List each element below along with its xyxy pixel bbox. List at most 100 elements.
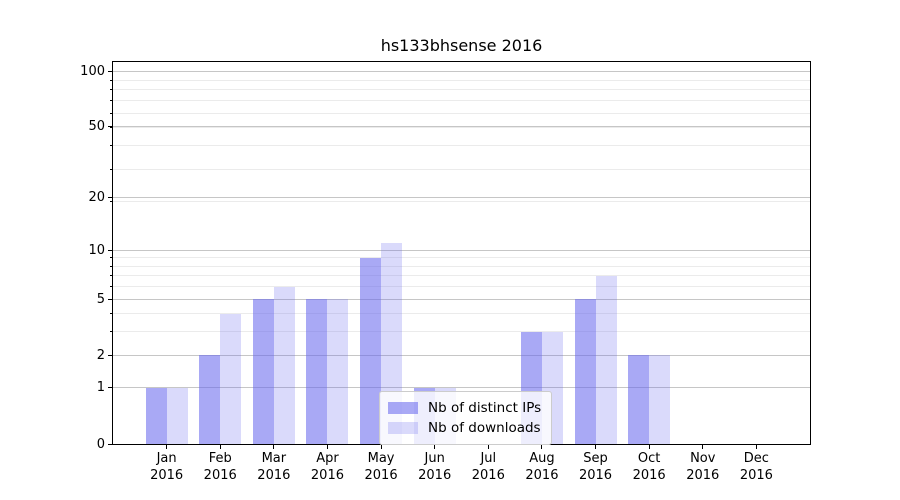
- y-tick-mark-minor: [110, 201, 112, 203]
- y-tick-label: 10: [88, 242, 105, 258]
- x-tick-month: Apr: [316, 451, 339, 466]
- y-tick-label: 50: [88, 118, 105, 134]
- x-tick-label-apr: Apr 2016: [282, 450, 372, 484]
- x-tick-year: 2016: [310, 468, 344, 483]
- gridline-minor: [113, 127, 810, 129]
- y-tick-mark-minor: [110, 387, 112, 389]
- gridline-minor: [113, 71, 810, 73]
- x-tick-mark: [648, 445, 650, 449]
- y-tick-mark-minor: [110, 298, 112, 300]
- gridline-major: [113, 354, 810, 356]
- x-tick-year: 2016: [686, 468, 720, 483]
- gridline-minor: [113, 275, 810, 277]
- y-tick-mark: [108, 70, 112, 72]
- y-tick-mark-minor: [110, 331, 112, 333]
- x-tick-label-jul: Jul 2016: [443, 450, 533, 484]
- x-tick-month: Aug: [529, 451, 555, 466]
- legend-label-distinct-ips: Nb of distinct IPs: [428, 400, 542, 416]
- x-tick-year: 2016: [471, 468, 505, 483]
- x-tick-label-sep: Sep 2016: [551, 450, 641, 484]
- bar-nb-of-distinct-ips-sep: [574, 299, 596, 444]
- x-tick-mark: [219, 445, 221, 449]
- x-tick-year: 2016: [525, 468, 559, 483]
- x-tick-mark: [487, 445, 489, 449]
- x-tick-mark: [541, 445, 543, 449]
- legend-label-downloads: Nb of downloads: [428, 420, 541, 436]
- y-tick-mark: [108, 249, 112, 251]
- bar-nb-of-downloads-sep: [595, 275, 617, 444]
- x-tick-label-mar: Mar 2016: [229, 450, 319, 484]
- x-tick-label-jun: Jun 2016: [390, 450, 480, 484]
- bar-nb-of-downloads-mar: [273, 286, 295, 444]
- gridline-major: [113, 125, 810, 127]
- y-tick-mark: [108, 125, 112, 127]
- bar-nb-of-distinct-ips-may: [360, 257, 382, 444]
- bar-nb-of-distinct-ips-mar: [252, 299, 274, 444]
- bar-nb-of-distinct-ips-feb: [199, 355, 221, 444]
- legend-swatch-downloads: [388, 422, 418, 434]
- x-tick-mark: [326, 445, 328, 449]
- x-tick-month: Feb: [208, 451, 232, 466]
- legend: Nb of distinct IPs Nb of downloads: [379, 391, 553, 445]
- y-tick-mark-minor: [110, 71, 112, 73]
- bar-nb-of-distinct-ips-apr: [306, 299, 328, 444]
- legend-swatch-distinct-ips: [388, 402, 418, 414]
- y-tick-mark-minor: [110, 145, 112, 147]
- x-tick-label-may: May 2016: [336, 450, 426, 484]
- bar-nb-of-distinct-ips-jan: [145, 388, 167, 444]
- y-tick-mark-minor: [110, 275, 112, 277]
- gridline-minor: [113, 286, 810, 288]
- x-tick-mark: [380, 445, 382, 449]
- x-tick-month: Mar: [261, 451, 287, 466]
- bar-nb-of-downloads-apr: [327, 299, 349, 444]
- x-tick-label-aug: Aug 2016: [497, 450, 587, 484]
- x-tick-month: Nov: [690, 451, 716, 466]
- gridline-minor: [113, 257, 810, 259]
- x-tick-mark: [434, 445, 436, 449]
- y-tick-mark-minor: [110, 127, 112, 129]
- y-tick-mark-minor: [110, 89, 112, 91]
- x-tick-month: Oct: [637, 451, 661, 466]
- y-tick-mark-minor: [110, 257, 112, 259]
- y-tick-mark-minor: [110, 354, 112, 356]
- x-tick-month: Jul: [480, 451, 497, 466]
- bar-nb-of-downloads-oct: [649, 355, 671, 444]
- chart-title: hs133bhsense 2016: [380, 36, 543, 55]
- x-tick-year: 2016: [418, 468, 452, 483]
- gridline-minor: [113, 145, 810, 147]
- gridline-minor: [113, 89, 810, 91]
- x-tick-label-oct: Oct 2016: [604, 450, 694, 484]
- gridline-major: [113, 249, 810, 251]
- x-tick-year: 2016: [257, 468, 291, 483]
- y-tick-label: 1: [96, 380, 105, 396]
- gridline-major: [113, 197, 810, 199]
- y-tick-mark-minor: [110, 112, 112, 114]
- gridline-major: [113, 298, 810, 300]
- gridline-minor: [113, 112, 810, 114]
- x-tick-mark: [702, 445, 704, 449]
- x-tick-mark: [166, 445, 168, 449]
- x-tick-year: 2016: [203, 468, 237, 483]
- y-tick-mark: [108, 443, 112, 445]
- x-tick-year: 2016: [739, 468, 773, 483]
- x-tick-label-feb: Feb 2016: [175, 450, 265, 484]
- x-tick-label-nov: Nov 2016: [658, 450, 748, 484]
- y-tick-mark-minor: [110, 168, 112, 170]
- gridline-minor: [113, 265, 810, 267]
- y-tick-label: 20: [88, 190, 105, 206]
- y-tick-mark-minor: [110, 79, 112, 81]
- y-tick-mark-minor: [110, 100, 112, 102]
- x-tick-month: Sep: [583, 451, 608, 466]
- gridline-minor: [113, 313, 810, 315]
- gridline-major: [113, 70, 810, 72]
- y-tick-mark-minor: [110, 286, 112, 288]
- x-tick-year: 2016: [150, 468, 184, 483]
- x-tick-label-dec: Dec 2016: [711, 450, 801, 484]
- y-tick-label: 2: [96, 347, 105, 363]
- y-tick-label: 5: [96, 291, 105, 307]
- x-tick-year: 2016: [632, 468, 666, 483]
- x-tick-month: May: [367, 451, 395, 466]
- x-tick-month: Jan: [156, 451, 177, 466]
- bar-nb-of-distinct-ips-oct: [628, 355, 650, 444]
